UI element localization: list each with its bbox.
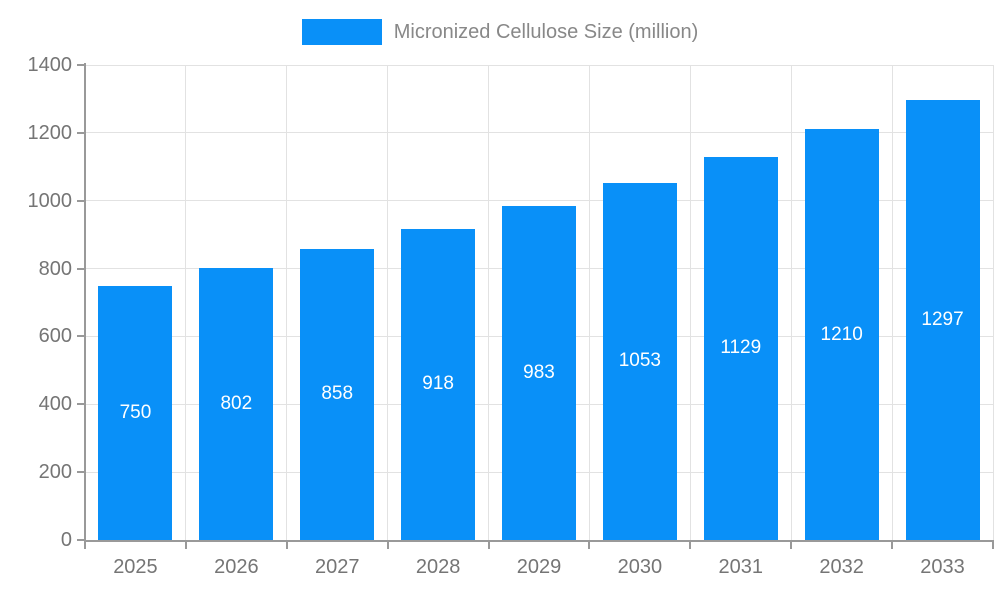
x-tick-label: 2027 <box>314 556 360 578</box>
y-axis-line <box>84 63 86 542</box>
y-axis-tick <box>77 131 84 134</box>
bar[interactable]: 1210 <box>804 129 879 540</box>
bar[interactable]: 1053 <box>602 182 677 540</box>
x-tick-label: 2029 <box>516 556 562 578</box>
x-axis-tick <box>285 542 288 549</box>
gridline-horizontal <box>85 132 993 134</box>
y-tick-label: 1400 <box>27 54 73 76</box>
gridline-vertical <box>689 65 691 540</box>
x-axis-tick <box>84 542 86 549</box>
x-tick-label: 2031 <box>718 556 764 578</box>
gridline-horizontal <box>85 200 993 202</box>
x-axis-tick <box>891 542 894 549</box>
y-axis-tick <box>77 199 84 202</box>
y-axis-tick <box>77 267 84 270</box>
gridline-vertical <box>790 65 792 540</box>
gridline-vertical <box>387 65 389 540</box>
y-axis-tick <box>77 539 84 541</box>
bar[interactable]: 1297 <box>905 99 980 540</box>
y-axis-tick <box>77 335 84 338</box>
gridline-vertical <box>185 65 187 540</box>
x-axis-tick <box>184 542 187 549</box>
y-tick-label: 1200 <box>27 121 73 144</box>
gridline-vertical <box>488 65 490 540</box>
legend-swatch-icon <box>301 19 382 45</box>
gridline-vertical <box>588 65 590 540</box>
x-axis-tick <box>992 542 994 549</box>
x-axis-tick <box>689 542 692 549</box>
gridline-vertical <box>891 65 893 540</box>
bar[interactable]: 1129 <box>703 156 778 540</box>
x-axis-tick <box>386 542 389 549</box>
y-axis-tick <box>77 471 84 474</box>
y-tick-label: 600 <box>38 325 72 348</box>
bar-value-label: 918 <box>422 373 454 395</box>
bar[interactable]: 918 <box>401 228 476 540</box>
bar[interactable]: 802 <box>199 267 274 540</box>
y-tick-label: 400 <box>38 393 72 416</box>
x-axis-line <box>84 540 994 542</box>
bar[interactable]: 858 <box>300 248 375 540</box>
bar-value-label: 1210 <box>820 323 863 345</box>
y-tick-label: 200 <box>38 461 72 484</box>
bar-value-label: 750 <box>119 401 152 423</box>
y-axis-tick <box>77 64 84 66</box>
y-tick-label: 0 <box>60 529 72 551</box>
bar-value-label: 858 <box>321 383 354 405</box>
bar-value-label: 1129 <box>720 337 762 359</box>
gridline-vertical <box>286 65 288 540</box>
x-axis-tick <box>790 542 793 549</box>
bar-value-label: 983 <box>523 362 555 384</box>
y-tick-label: 1000 <box>27 189 73 212</box>
x-axis-tick <box>588 542 591 549</box>
legend[interactable]: Micronized Cellulose Size (million) <box>0 19 1000 45</box>
plot-area: 750 802 858 918 983 1053 1129 1210 1297 <box>85 64 994 540</box>
bar[interactable]: 983 <box>502 206 576 540</box>
bar-value-label: 802 <box>220 392 253 414</box>
gridline-horizontal <box>85 64 993 66</box>
x-tick-label: 2033 <box>920 556 965 578</box>
x-axis-tick <box>487 542 490 549</box>
y-axis-tick <box>77 403 84 406</box>
x-tick-label: 2026 <box>214 556 259 578</box>
bar[interactable]: 750 <box>98 285 173 540</box>
bar-value-label: 1297 <box>921 308 964 330</box>
x-tick-label: 2030 <box>617 556 663 578</box>
y-tick-label: 800 <box>38 257 72 280</box>
x-tick-label: 2025 <box>113 556 158 578</box>
bar-value-label: 1053 <box>618 350 662 372</box>
x-tick-label: 2028 <box>415 556 461 578</box>
gridline-vertical <box>992 65 994 540</box>
x-tick-label: 2032 <box>819 556 864 578</box>
legend-label: Micronized Cellulose Size (million) <box>393 20 699 43</box>
